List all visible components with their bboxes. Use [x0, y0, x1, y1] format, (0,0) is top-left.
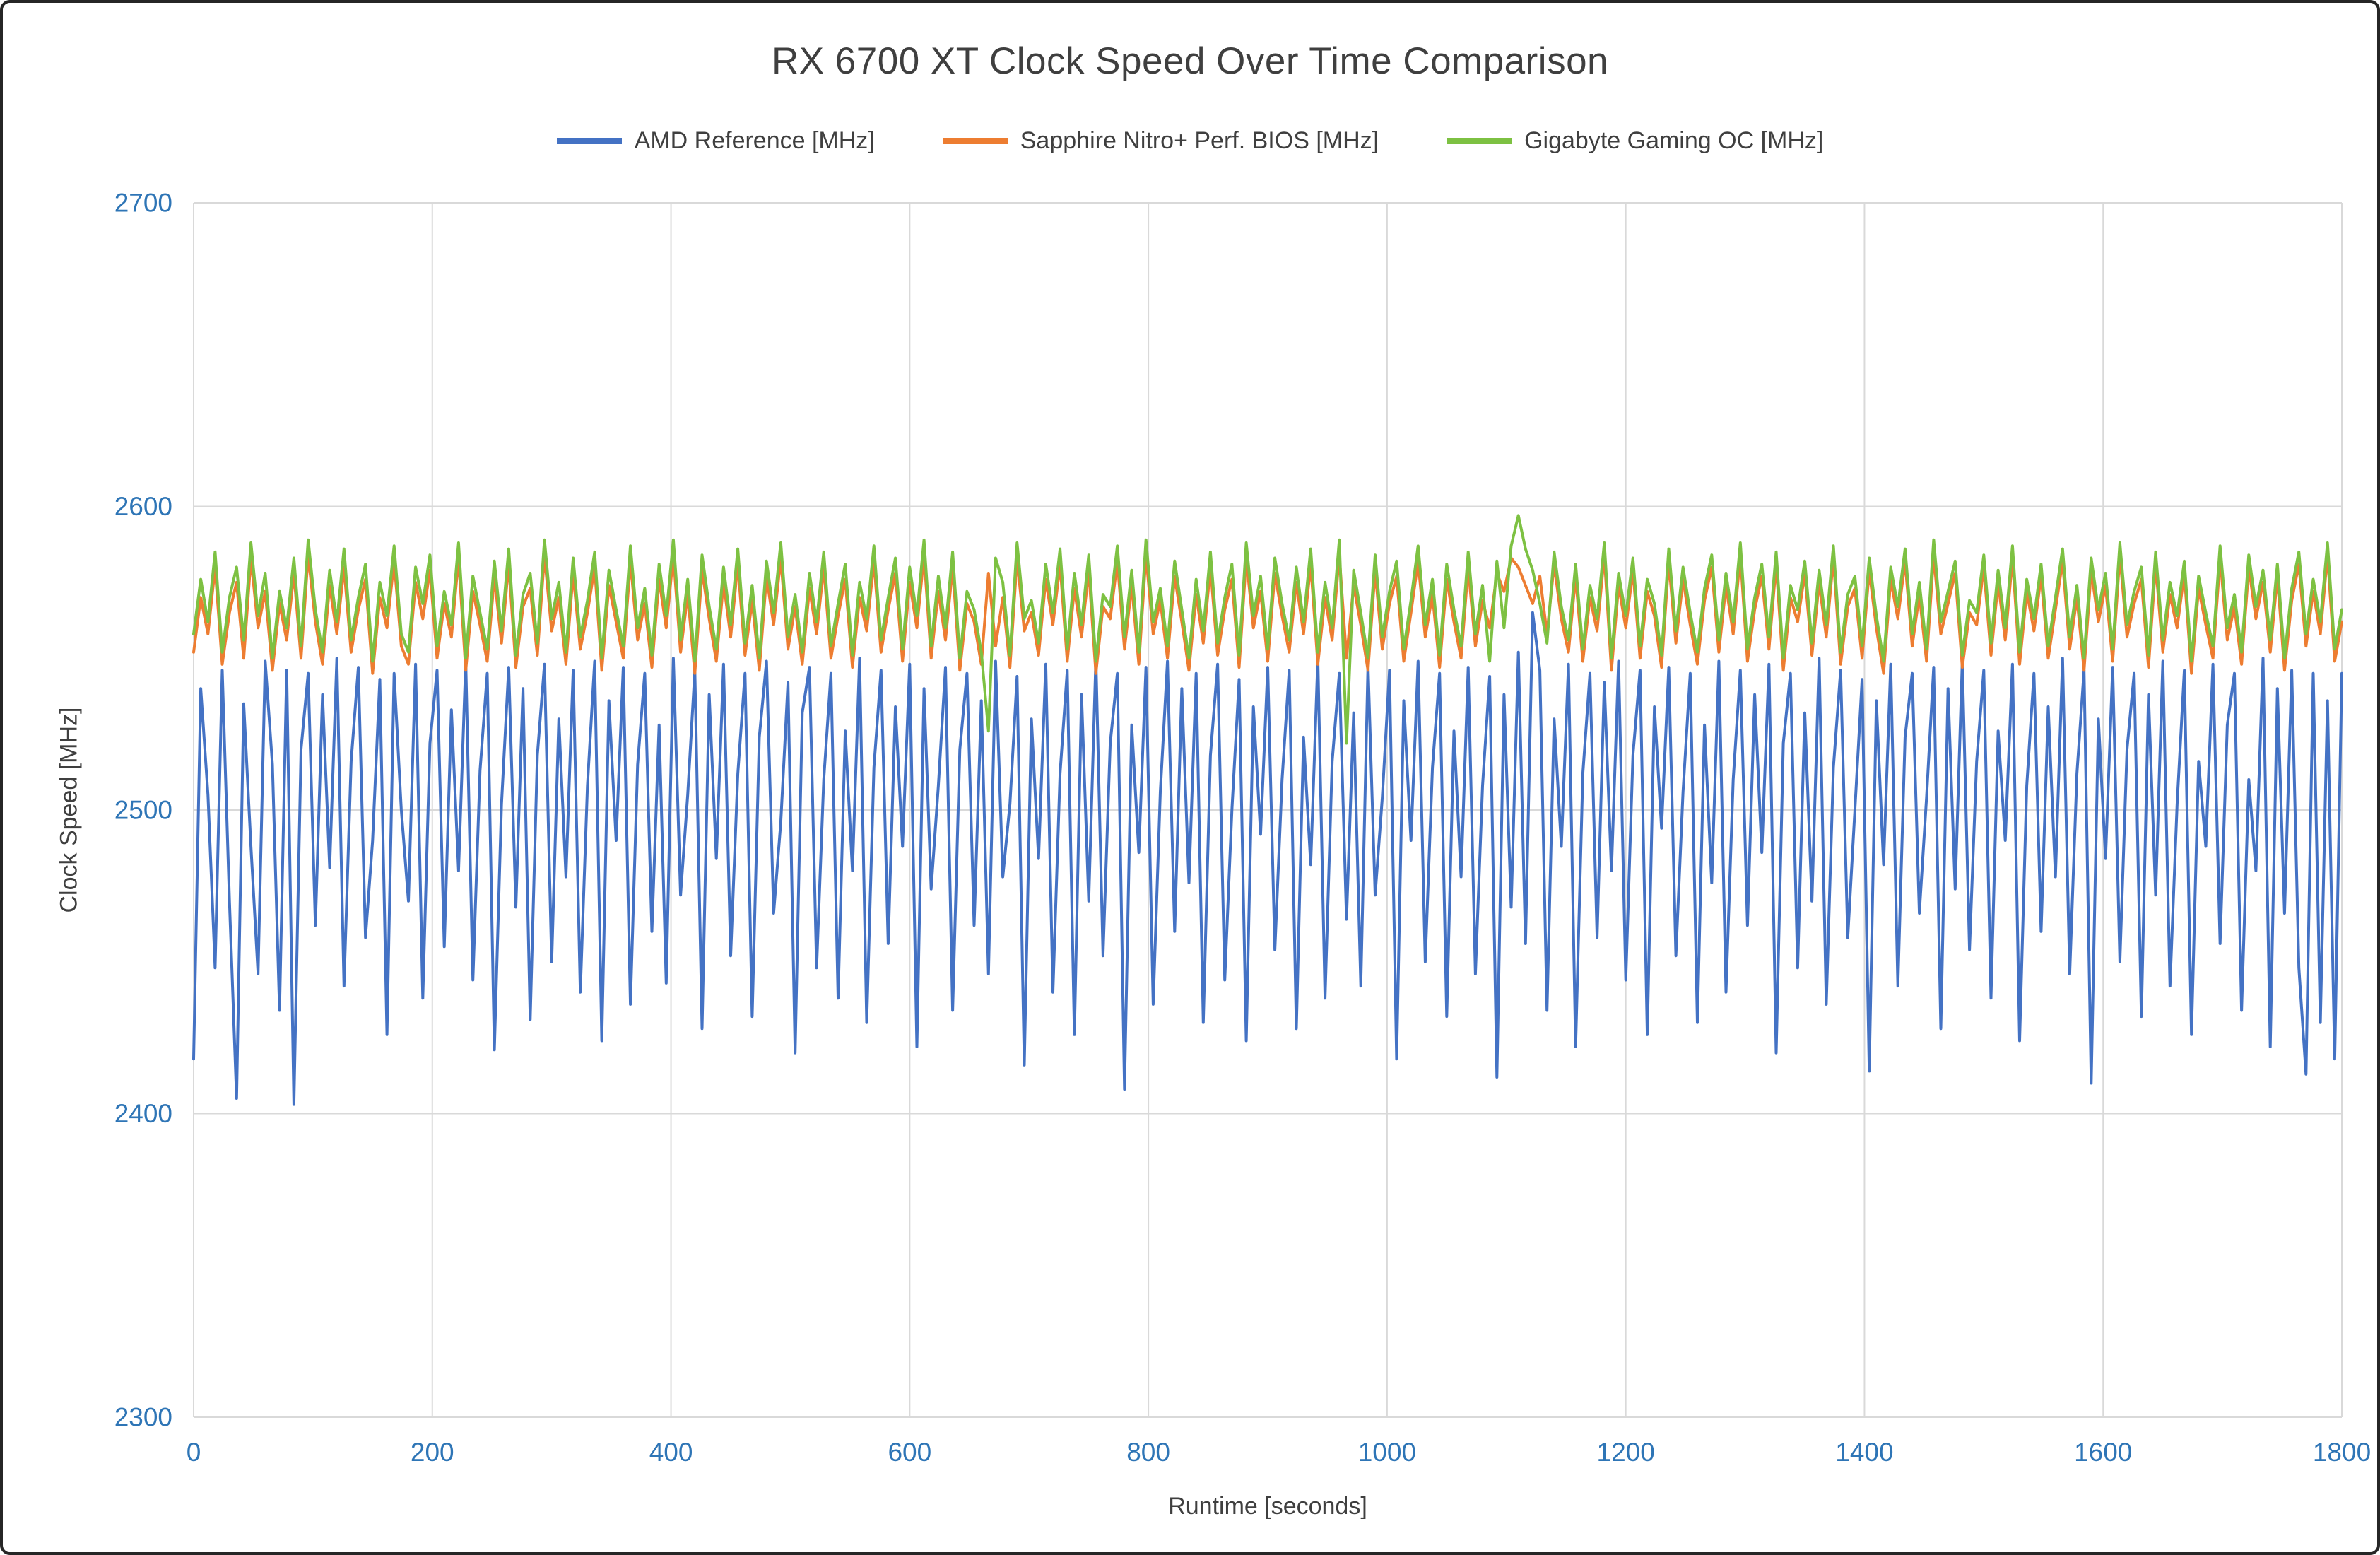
x-axis-title: Runtime [seconds] — [1168, 1493, 1367, 1520]
x-tick-label: 800 — [1126, 1438, 1170, 1467]
x-tick-label: 400 — [649, 1438, 693, 1467]
x-tick-label: 1800 — [2313, 1438, 2371, 1467]
legend-swatch — [556, 138, 622, 144]
x-tick-label: 0 — [187, 1438, 201, 1467]
x-tick-label: 1400 — [1835, 1438, 1893, 1467]
chart-title: RX 6700 XT Clock Speed Over Time Compari… — [771, 40, 1609, 82]
y-tick-label: 2400 — [114, 1099, 172, 1128]
x-tick-label: 200 — [411, 1438, 454, 1467]
legend-item-sapphire-nitro: Sapphire Nitro+ Perf. BIOS [MHz] — [942, 127, 1379, 155]
legend-swatch — [1447, 138, 1512, 144]
x-tick-label: 600 — [888, 1438, 931, 1467]
series-line-1 — [192, 611, 2343, 1106]
legend-swatch — [942, 138, 1008, 144]
legend-label-sapphire-nitro: Sapphire Nitro+ Perf. BIOS [MHz] — [1020, 127, 1379, 154]
legend-item-amd-reference: AMD Reference [MHz] — [556, 127, 875, 155]
x-tick-label: 1000 — [1358, 1438, 1416, 1467]
y-tick-label: 2700 — [114, 189, 172, 218]
legend-label-gigabyte-gaming-oc: Gigabyte Gaming OC [MHz] — [1524, 127, 1824, 154]
x-tick-label: 1600 — [2074, 1438, 2132, 1467]
y-tick-label: 2600 — [114, 492, 172, 521]
y-tick-label: 2300 — [114, 1403, 172, 1432]
legend-label-amd-reference: AMD Reference [MHz] — [634, 127, 875, 154]
legend-item-gigabyte-gaming-oc: Gigabyte Gaming OC [MHz] — [1447, 127, 1823, 155]
x-tick-label: 1200 — [1597, 1438, 1655, 1467]
series-line-3 — [192, 514, 2343, 745]
y-axis-title: Clock Speed [MHz] — [55, 707, 83, 913]
chart-legend: AMD Reference [MHz] Sapphire Nitro+ Perf… — [3, 127, 2377, 155]
y-tick-label: 2500 — [114, 796, 172, 825]
plot-area: 2300 2400 2500 2600 2700 0 200 400 600 800 1000 120… — [114, 189, 2371, 1467]
